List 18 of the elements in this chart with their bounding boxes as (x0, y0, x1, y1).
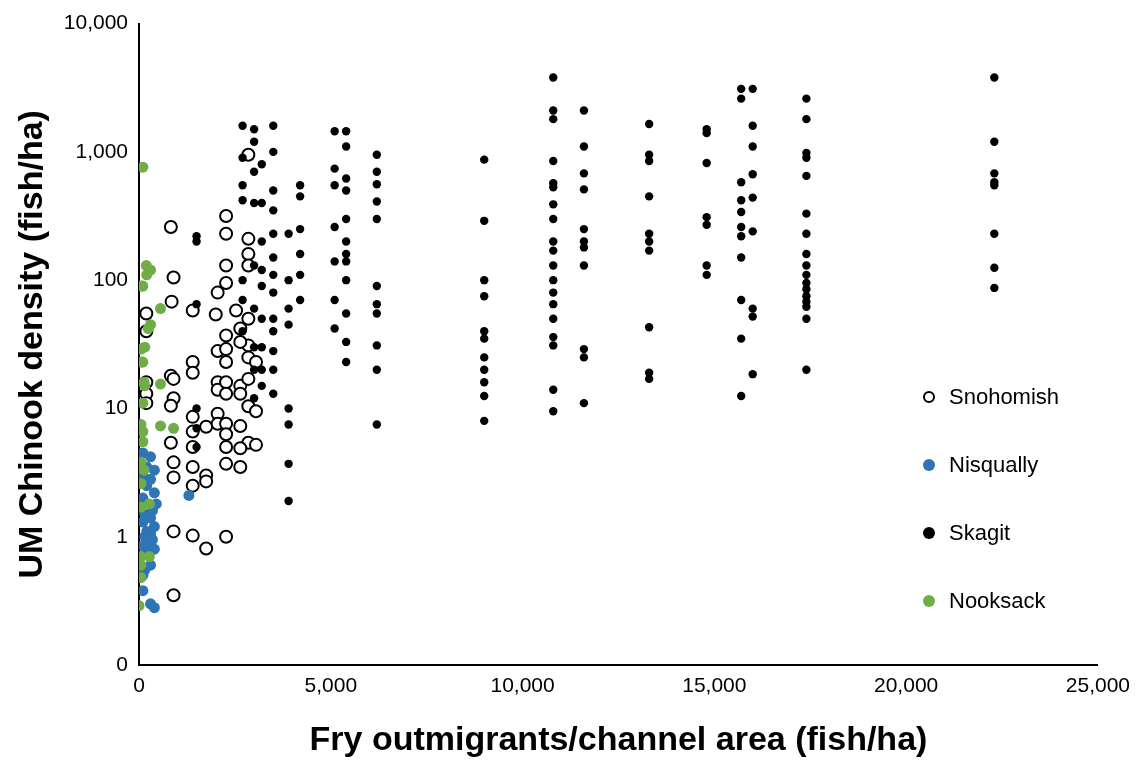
y-tick-label: 10,000 (63, 10, 129, 34)
x-tick-label: 25,000 (1065, 673, 1130, 697)
legend-label: Skagit (949, 520, 1011, 546)
legend-label: Nooksack (949, 588, 1046, 614)
y-tick-label: 0 (116, 651, 129, 675)
y-tick-label: 1 (116, 523, 129, 547)
x-axis-title: Fry outmigrants/channel area (fish/ha) (309, 718, 928, 757)
y-tick-label: 10 (104, 395, 129, 419)
x-tick-label: 15,000 (682, 673, 747, 697)
legend-label: Nisqually (949, 452, 1039, 478)
y-axis-title: UM Chinook density (fish/ha) (10, 110, 49, 579)
legend-label: Snohomish (949, 384, 1060, 410)
x-tick-label: 5,000 (304, 673, 358, 697)
x-tick-label: 20,000 (874, 673, 939, 697)
x-tick-label: 0 (133, 673, 145, 697)
x-tick-label: 10,000 (490, 673, 555, 697)
y-tick-label: 100 (92, 266, 129, 290)
y-tick-label: 1,000 (75, 138, 129, 162)
